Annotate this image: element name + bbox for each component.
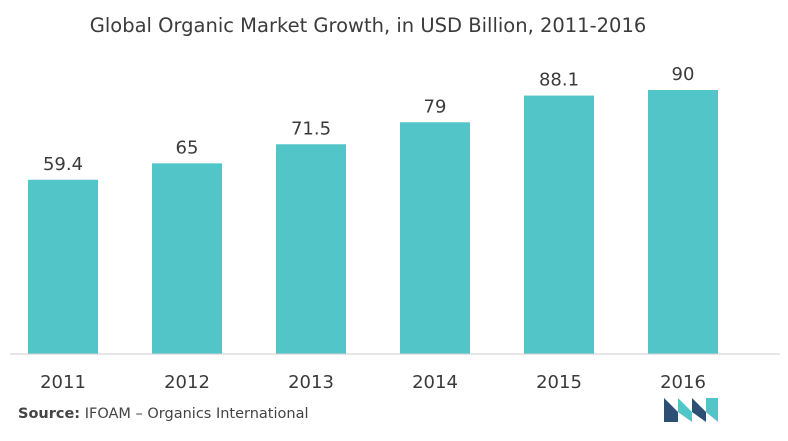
bar-2013	[276, 144, 346, 354]
x-tick-2012: 2012	[164, 372, 210, 393]
value-label-2015: 88.1	[539, 70, 579, 91]
source-text: IFOAM – Organics International	[84, 406, 309, 422]
x-tick-2015: 2015	[536, 372, 582, 393]
value-label-2012: 65	[176, 137, 199, 158]
logo-end-shape	[706, 398, 718, 422]
mordor-logo-icon	[664, 398, 718, 422]
value-label-2016: 90	[672, 64, 695, 85]
bar-2014	[400, 122, 470, 355]
bars-layer	[28, 90, 718, 355]
value-label-2011: 59.4	[43, 154, 83, 175]
source-note: Source: IFOAM – Organics International	[18, 406, 309, 422]
logo-middle-shape	[678, 398, 692, 422]
x-axis-ticks: 2011 2012 2013 2014 2015 2016	[40, 372, 706, 393]
value-label-2013: 71.5	[291, 118, 331, 139]
bar-2015	[524, 95, 594, 354]
x-tick-2013: 2013	[288, 372, 334, 393]
chart-title: Global Organic Market Growth, in USD Bil…	[90, 14, 647, 37]
bar-2016	[648, 90, 718, 354]
source-label: Source:	[18, 406, 81, 422]
bar-2011	[28, 179, 98, 354]
value-labels-layer: 59.4 65 71.5 79 88.1 90	[43, 64, 694, 175]
bar-2012	[152, 163, 222, 354]
x-tick-2011: 2011	[40, 372, 86, 393]
x-tick-2016: 2016	[660, 372, 706, 393]
x-tick-2014: 2014	[412, 372, 458, 393]
logo-right-shape	[692, 398, 706, 422]
logo-left-shape	[664, 398, 678, 422]
value-label-2014: 79	[424, 96, 447, 117]
